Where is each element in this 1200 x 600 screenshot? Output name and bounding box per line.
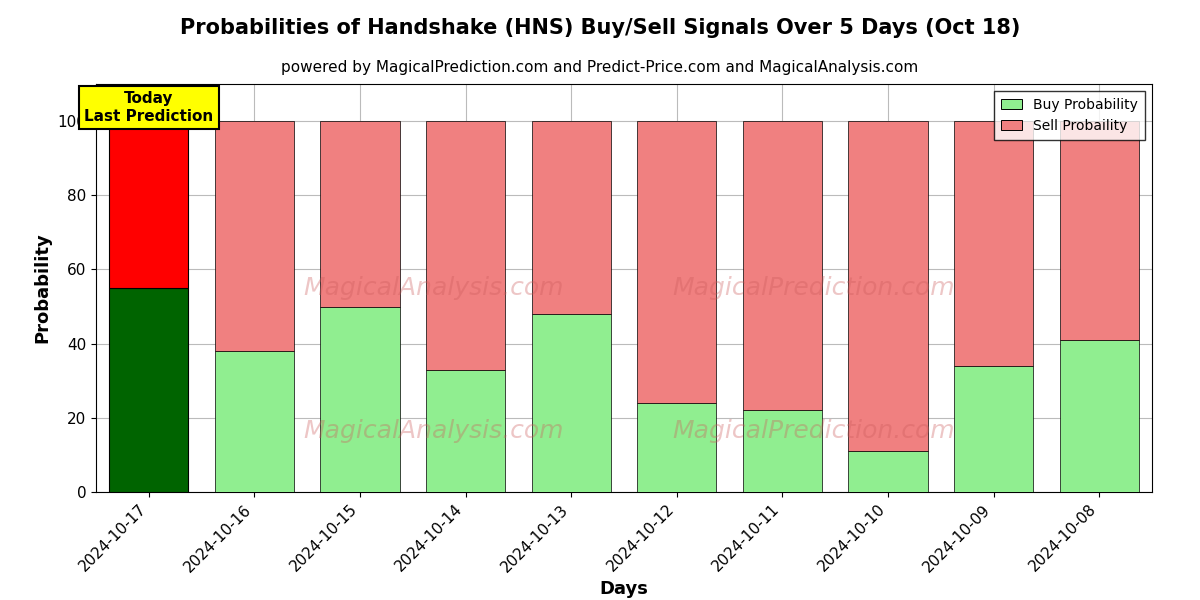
Bar — [109, 288, 188, 492]
Text: MagicalAnalysis.com: MagicalAnalysis.com — [304, 276, 564, 300]
Text: Today
Last Prediction: Today Last Prediction — [84, 91, 214, 124]
Bar — [215, 351, 294, 492]
Text: Probabilities of Handshake (HNS) Buy/Sell Signals Over 5 Days (Oct 18): Probabilities of Handshake (HNS) Buy/Sel… — [180, 18, 1020, 38]
Text: MagicalPrediction.com: MagicalPrediction.com — [673, 276, 955, 300]
Bar — [637, 121, 716, 403]
Bar — [532, 121, 611, 314]
Bar — [320, 121, 400, 307]
Bar — [426, 121, 505, 370]
Bar — [743, 410, 822, 492]
Bar — [1060, 340, 1139, 492]
Bar — [109, 121, 188, 288]
Bar — [320, 307, 400, 492]
Bar — [637, 403, 716, 492]
X-axis label: Days: Days — [600, 580, 648, 598]
Bar — [743, 121, 822, 410]
Bar — [532, 314, 611, 492]
Bar — [954, 366, 1033, 492]
Text: MagicalPrediction.com: MagicalPrediction.com — [673, 419, 955, 443]
Bar — [848, 121, 928, 451]
Text: MagicalAnalysis.com: MagicalAnalysis.com — [304, 419, 564, 443]
Bar — [426, 370, 505, 492]
Text: powered by MagicalPrediction.com and Predict-Price.com and MagicalAnalysis.com: powered by MagicalPrediction.com and Pre… — [281, 60, 919, 75]
Y-axis label: Probability: Probability — [34, 233, 52, 343]
Legend: Buy Probability, Sell Probaility: Buy Probability, Sell Probaility — [995, 91, 1145, 140]
Bar — [954, 121, 1033, 366]
Bar — [215, 121, 294, 351]
Bar — [1060, 121, 1139, 340]
Bar — [848, 451, 928, 492]
